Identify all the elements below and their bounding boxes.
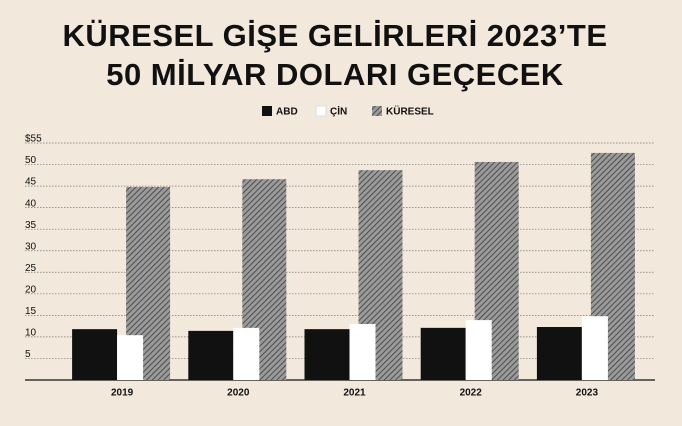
y-tick-label: 35 <box>25 220 37 231</box>
y-tick-label: 15 <box>25 306 37 317</box>
bar <box>349 323 376 380</box>
chart-title: KÜRESEL GİŞE GELİRLERİ 2023’TE <box>62 18 607 53</box>
bar <box>465 320 492 380</box>
bar <box>304 329 350 380</box>
y-tick-label: 5 <box>25 349 31 360</box>
y-tick-label: 50 <box>25 155 37 166</box>
legend-label: ÇİN <box>330 105 347 118</box>
x-tick-label: 2019 <box>111 388 134 399</box>
y-tick-label: 45 <box>25 177 37 188</box>
legend-label: KÜRESEL <box>386 105 434 118</box>
legend-swatch <box>262 106 272 116</box>
legend-label: ABD <box>276 107 298 118</box>
y-tick-label: 40 <box>25 198 37 209</box>
x-tick-label: 2022 <box>460 388 483 399</box>
bar <box>581 316 608 380</box>
bar <box>117 335 144 380</box>
x-tick-label: 2021 <box>343 388 366 399</box>
bar <box>72 329 118 380</box>
bar <box>233 327 260 380</box>
bar <box>188 330 234 380</box>
legend-swatch <box>315 105 327 117</box>
bar <box>420 327 466 380</box>
bar <box>536 326 582 380</box>
legend-swatch <box>372 106 382 116</box>
y-tick-label: $55 <box>25 134 42 145</box>
chart-title: 50 MİLYAR DOLARI GEÇECEK <box>106 57 564 92</box>
x-tick-label: 2020 <box>227 388 250 399</box>
y-tick-label: 30 <box>25 241 37 252</box>
y-tick-label: 25 <box>25 263 37 274</box>
y-tick-label: 20 <box>25 284 37 295</box>
y-tick-label: 10 <box>25 328 37 339</box>
x-tick-label: 2023 <box>576 388 599 399</box>
